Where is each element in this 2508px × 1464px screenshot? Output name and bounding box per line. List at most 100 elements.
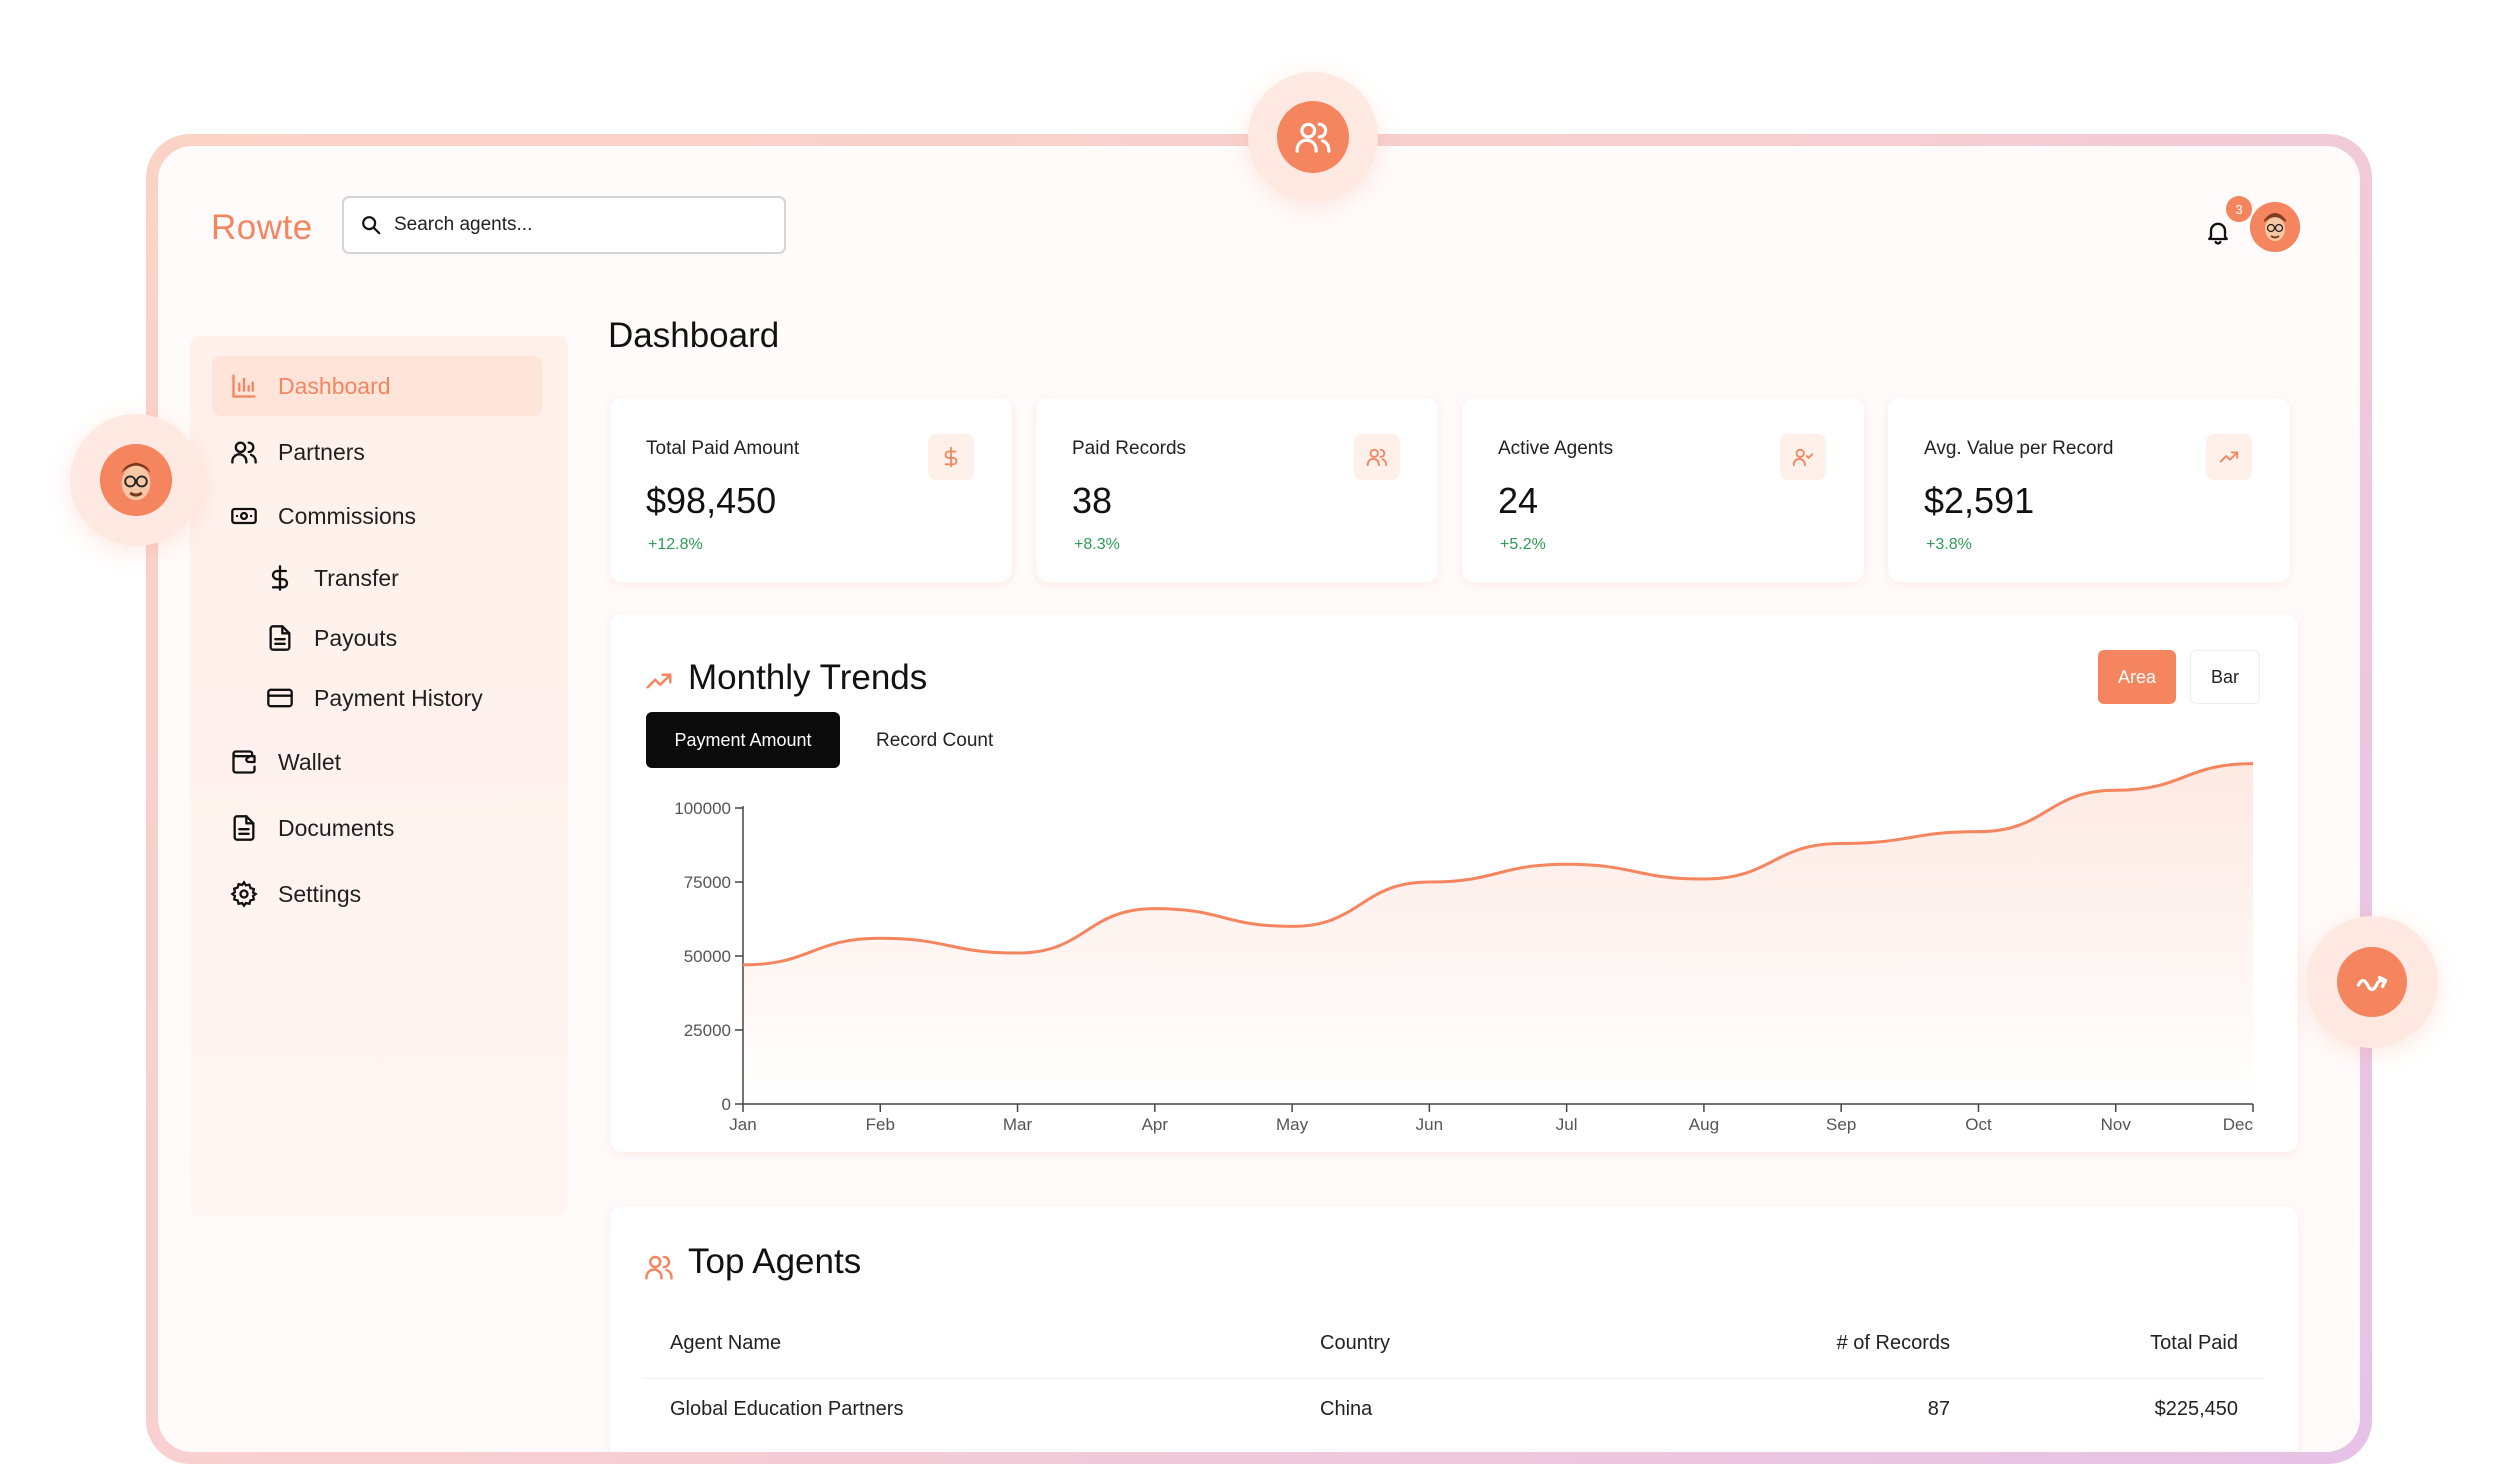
dollar-icon [928, 434, 974, 480]
gear-icon [230, 880, 258, 908]
trending-up-icon [2206, 434, 2252, 480]
sidebar-item-label: Payment History [314, 684, 483, 711]
stat-card-active-agents: Active Agents 24 +5.2% [1462, 398, 1864, 582]
stat-card-paid-records: Paid Records 38 +8.3% [1036, 398, 1438, 582]
sidebar-item-label: Wallet [278, 748, 342, 775]
avatar-face-icon [2250, 202, 2300, 252]
tab-record-count[interactable]: Record Count [876, 730, 994, 751]
document-icon [230, 814, 258, 842]
app-window: Rowte 3 Dashboard [158, 146, 2360, 1452]
stat-delta: +8.3% [1074, 536, 1120, 553]
users-icon [645, 1255, 673, 1280]
stat-card-total-paid: Total Paid Amount $98,450 +12.8% [610, 398, 1012, 582]
x-tick-label: Aug [1689, 1115, 1719, 1134]
series-line[interactable] [742, 762, 2254, 967]
app-window-frame: Rowte 3 Dashboard [146, 134, 2372, 1464]
panel-title: Top Agents [688, 1242, 862, 1281]
sidebar-item-label: Partners [278, 438, 365, 465]
stat-delta: +3.8% [1926, 536, 1972, 553]
users-icon [1295, 122, 1331, 153]
user-avatar[interactable] [2250, 202, 2300, 252]
sidebar-item-label: Documents [278, 814, 395, 841]
stat-value: $2,591 [1924, 480, 2035, 521]
sidebar-item-partners[interactable]: Partners [212, 422, 542, 482]
search-icon [362, 216, 381, 235]
table-cell-country: China [1320, 1398, 1373, 1420]
brand-logo[interactable]: Rowte [211, 208, 313, 247]
stat-label: Avg. Value per Record [1924, 438, 2114, 459]
x-tick-label: Dec [2223, 1115, 2254, 1134]
sidebar-item-payment-history[interactable]: Payment History [212, 668, 542, 728]
sidebar-item-label: Settings [278, 880, 362, 907]
trending-wave-icon [2356, 975, 2388, 992]
column-header-agent-name[interactable]: Agent Name [670, 1332, 782, 1354]
dollar-icon [266, 564, 294, 592]
credit-card-icon [266, 684, 294, 712]
x-tick-label: May [1276, 1115, 1309, 1134]
notification-badge: 3 [2226, 196, 2252, 222]
search-input[interactable] [394, 214, 754, 236]
sidebar-item-settings[interactable]: Settings [212, 864, 542, 924]
banknote-icon [230, 502, 258, 530]
panel-title: Monthly Trends [688, 658, 928, 697]
stat-value: 38 [1072, 480, 1113, 521]
stat-delta: +12.8% [648, 536, 703, 553]
sidebar-item-transfer[interactable]: Transfer [212, 548, 542, 608]
tab-payment-amount[interactable]: Payment Amount [646, 712, 840, 768]
table-cell-total-paid: $225,450 [2154, 1398, 2238, 1420]
monthly-trends-panel: Monthly Trends Area Bar Payment Amount R… [610, 614, 2298, 1152]
chart-type-area-button[interactable]: Area [2098, 650, 2176, 704]
stat-card-avg-value: Avg. Value per Record $2,591 +3.8% [1888, 398, 2290, 582]
series-area [743, 763, 2253, 1104]
x-tick-label: Jun [1416, 1115, 1443, 1134]
page-title: Dashboard [608, 316, 780, 355]
user-check-icon [1780, 434, 1826, 480]
monthly-trends-chart: 0 25000 50000 75000 100000 Jan Feb Mar Apr May Jun… [674, 762, 2254, 1134]
sidebar-item-label: Dashboard [278, 372, 391, 399]
stat-delta: +5.2% [1500, 536, 1546, 553]
column-header-total-paid[interactable]: Total Paid [2150, 1332, 2238, 1354]
sidebar-item-wallet[interactable]: Wallet [212, 732, 542, 792]
sidebar-item-payouts[interactable]: Payouts [212, 608, 542, 668]
stat-value: 24 [1498, 480, 1539, 521]
users-icon [230, 438, 258, 466]
bell-icon[interactable] [2204, 218, 2232, 246]
table-cell-agent-name[interactable]: Global Education Partners [670, 1398, 904, 1420]
y-tick-label: 25000 [684, 1021, 731, 1040]
stat-value: $98,450 [646, 480, 777, 521]
floating-users-badge [1248, 72, 1378, 202]
y-tick-label: 75000 [684, 873, 731, 892]
wallet-icon [230, 748, 258, 776]
table-cell-records: 87 [1927, 1398, 1950, 1420]
sidebar: Dashboard Partners Commissions Transfer [190, 336, 568, 1216]
column-header-records[interactable]: # of Records [1836, 1332, 1950, 1354]
x-tick-label: Sep [1826, 1115, 1856, 1134]
sidebar-item-documents[interactable]: Documents [212, 798, 542, 858]
column-header-country[interactable]: Country [1320, 1332, 1391, 1354]
top-agents-panel: Top Agents Agent Name Country # of Recor… [610, 1206, 2298, 1452]
trending-up-icon [646, 673, 672, 689]
y-tick-label: 50000 [684, 947, 731, 966]
x-tick-label: Jul [1556, 1115, 1578, 1134]
sidebar-item-dashboard[interactable]: Dashboard [212, 356, 542, 416]
y-tick-label: 0 [722, 1095, 731, 1114]
x-tick-label: Feb [866, 1115, 895, 1134]
stat-label: Total Paid Amount [646, 438, 800, 459]
stat-label: Active Agents [1498, 438, 1614, 459]
x-tick-label: Nov [2101, 1115, 2132, 1134]
x-tick-label: Oct [1965, 1115, 1992, 1134]
sidebar-item-label: Transfer [314, 564, 399, 591]
sidebar-item-commissions[interactable]: Commissions [212, 486, 542, 546]
avatar-face-icon [100, 444, 172, 516]
document-icon [266, 624, 294, 652]
sidebar-item-label: Payouts [314, 624, 398, 651]
x-tick-label: Apr [1142, 1115, 1169, 1134]
sidebar-item-label: Commissions [278, 502, 417, 529]
x-tick-label: Jan [729, 1115, 756, 1134]
stat-label: Paid Records [1072, 438, 1187, 459]
floating-avatar-badge [70, 414, 202, 546]
search-box[interactable] [342, 196, 786, 254]
x-tick-label: Mar [1003, 1115, 1033, 1134]
chart-type-bar-button[interactable]: Bar [2190, 650, 2260, 704]
floating-trend-badge [2306, 916, 2438, 1048]
